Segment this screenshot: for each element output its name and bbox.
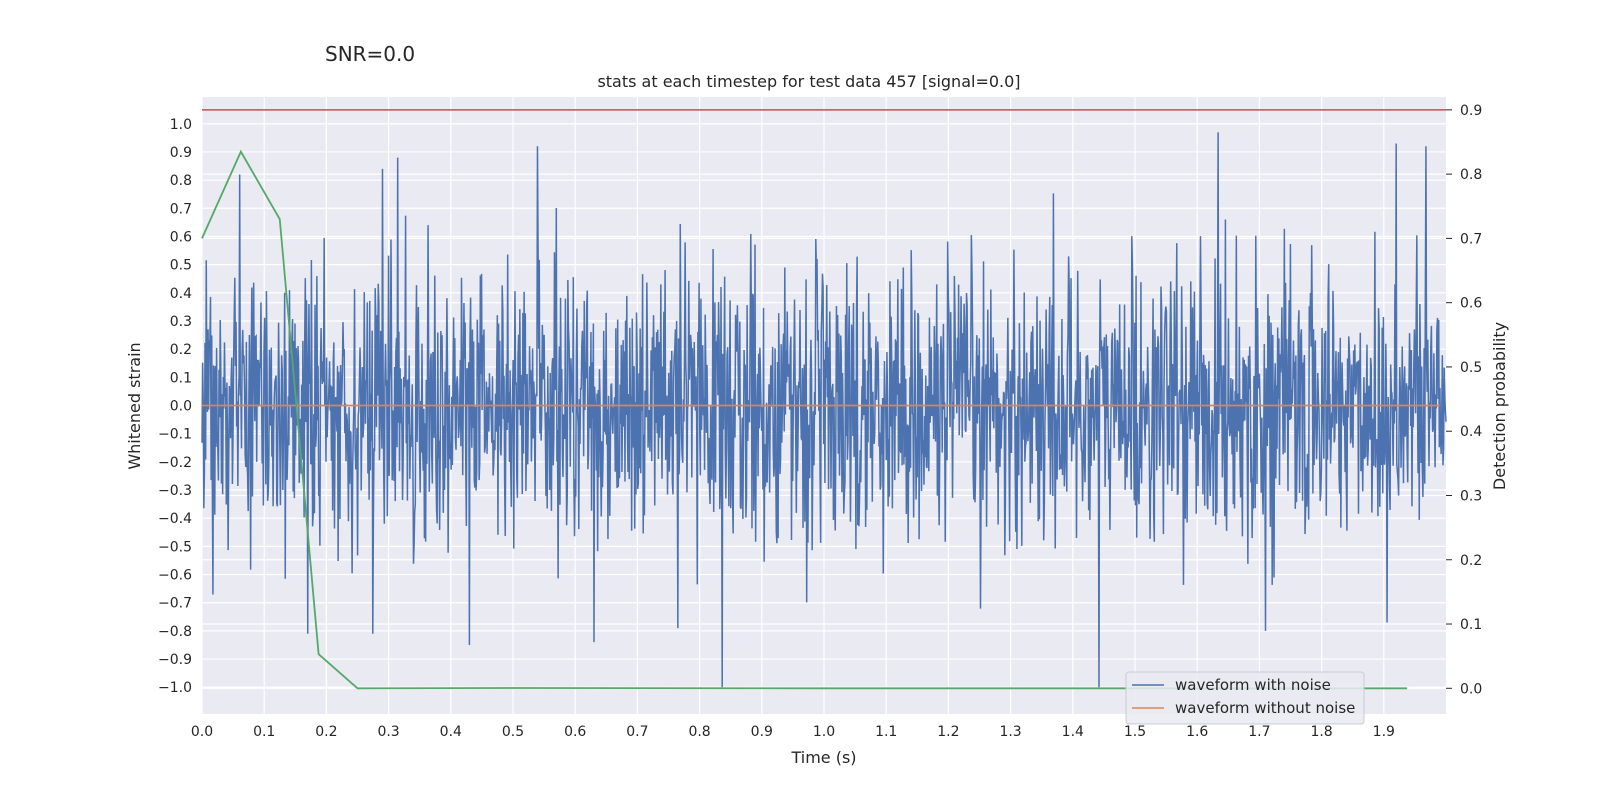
y-right-tick-label: 0.7 — [1460, 231, 1482, 247]
y-axis-left-ticks: 1.0 0.9 0.8 0.7 0.6 0.5 0.4 0.3 0.2 0.1 0.0 −0.1 −0.… — [158, 117, 192, 696]
y-axis-left-label: Whitened strain — [125, 342, 144, 469]
x-tick-label: 1.2 — [937, 724, 959, 740]
series-waveform-with-noise — [201, 132, 1447, 688]
y-right-tick-label: 0.6 — [1460, 296, 1482, 312]
y-left-tick-label: −0.7 — [158, 596, 192, 612]
x-tick-label: 1.6 — [1186, 724, 1208, 740]
x-tick-label: 1.5 — [1124, 724, 1146, 740]
y-right-tick-label: 0.3 — [1460, 488, 1482, 504]
y-left-tick-label: 1.0 — [170, 117, 192, 133]
series-layer — [201, 109, 1447, 690]
x-tick-label: 0.6 — [564, 724, 586, 740]
series-detection-probability — [201, 149, 1408, 690]
legend-label-waveform-without-noise: waveform without noise — [1175, 699, 1355, 717]
x-tick-label: 1.0 — [813, 724, 835, 740]
x-tick-label: 1.9 — [1373, 724, 1395, 740]
x-tick-label: 0.5 — [502, 724, 524, 740]
x-tick-label: 0.7 — [626, 724, 648, 740]
y-left-tick-label: 0.9 — [170, 145, 192, 161]
y-left-tick-label: −0.4 — [158, 511, 192, 527]
y-right-tick-label: 0.2 — [1460, 553, 1482, 569]
y-left-tick-label: −0.3 — [158, 483, 192, 499]
y-right-tick-label: 0.0 — [1460, 681, 1482, 697]
chart-title: stats at each timestep for test data 457… — [597, 72, 1020, 91]
x-axis-ticks: 0.0 0.1 0.2 0.3 0.4 0.5 0.6 0.7 0.8 0.9 1.0 1.1 1.2 1… — [191, 724, 1395, 740]
y-left-tick-label: 0.5 — [170, 258, 192, 274]
y-right-tick-label: 0.9 — [1460, 103, 1482, 119]
y-left-tick-label: 0.4 — [170, 286, 192, 302]
x-tick-label: 0.0 — [191, 724, 213, 740]
x-tick-label: 1.1 — [875, 724, 897, 740]
y-right-tick-label: 0.5 — [1460, 360, 1482, 376]
x-tick-label: 1.8 — [1310, 724, 1332, 740]
x-axis-label: Time (s) — [790, 748, 856, 767]
y-left-tick-label: 0.6 — [170, 229, 192, 245]
y-left-tick-label: −0.1 — [158, 427, 192, 443]
y-right-tick-label: 0.8 — [1460, 167, 1482, 183]
y-left-tick-label: −0.5 — [158, 539, 192, 555]
y-left-tick-label: −0.2 — [158, 455, 192, 471]
y-left-tick-label: −1.0 — [158, 680, 192, 696]
y-left-tick-label: 0.1 — [170, 370, 192, 386]
y-left-tick-label: −0.8 — [158, 624, 192, 640]
x-tick-label: 0.3 — [377, 724, 399, 740]
x-tick-label: 0.1 — [253, 724, 275, 740]
y-axis-right-label: Detection probability — [1490, 322, 1509, 490]
suptitle: SNR=0.0 — [325, 42, 415, 66]
y-right-tick-label: 0.1 — [1460, 617, 1482, 633]
y-left-tick-label: 0.7 — [170, 201, 192, 217]
y-left-tick-label: −0.9 — [158, 652, 192, 668]
y-left-tick-label: 0.8 — [170, 173, 192, 189]
x-tick-label: 1.4 — [1062, 724, 1084, 740]
y-left-tick-label: 0.0 — [170, 399, 192, 415]
x-tick-label: 1.7 — [1248, 724, 1270, 740]
legend: waveform with noise waveform without noi… — [1125, 671, 1365, 725]
x-tick-label: 0.4 — [440, 724, 462, 740]
legend-box — [1125, 671, 1365, 725]
legend-label-waveform-with-noise: waveform with noise — [1175, 676, 1331, 694]
x-tick-label: 1.3 — [999, 724, 1021, 740]
y-left-tick-label: −0.6 — [158, 568, 192, 584]
y-left-tick-label: 0.3 — [170, 314, 192, 330]
y-left-tick-label: 0.2 — [170, 342, 192, 358]
x-tick-label: 0.9 — [751, 724, 773, 740]
y-right-tick-label: 0.4 — [1460, 424, 1482, 440]
y-axis-right-ticks: 0.9 0.8 0.7 0.6 0.5 0.4 0.3 0.2 0.1 0.0 — [1446, 103, 1482, 697]
x-tick-label: 0.2 — [315, 724, 337, 740]
x-tick-label: 0.8 — [688, 724, 710, 740]
